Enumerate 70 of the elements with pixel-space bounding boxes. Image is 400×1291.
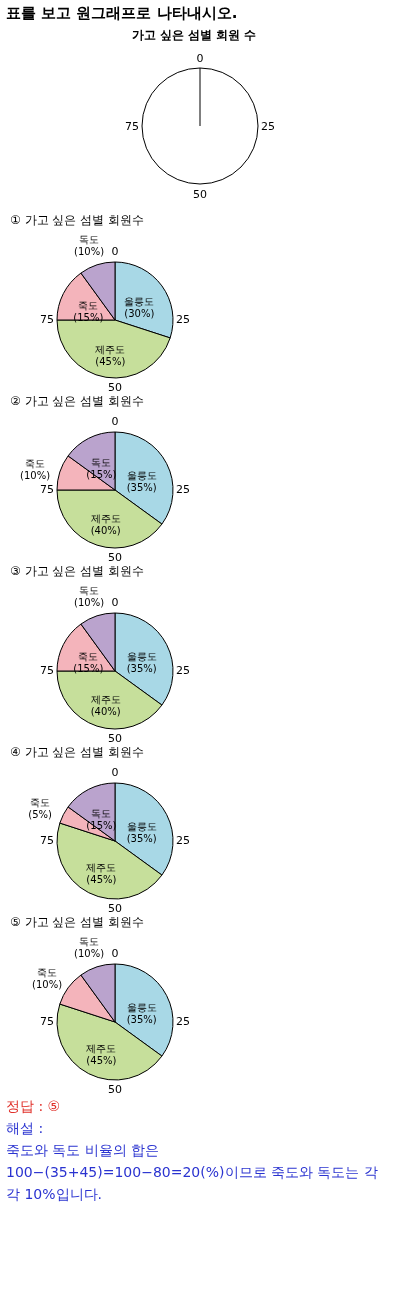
slice-label: 제주도 <box>90 512 121 524</box>
chart-title: ② 가고 싶은 섬별 회원수 <box>10 394 145 408</box>
text: 가고 싶은 섬별 회원 수 <box>130 27 258 44</box>
text: 0 <box>111 947 119 960</box>
slice-label: 죽도 <box>78 300 99 312</box>
slice-label: 울릉도 <box>126 1002 157 1014</box>
data-label: (30%) <box>124 308 155 320</box>
slice-label: 제주도 <box>90 693 121 705</box>
slice-label: 죽도 <box>78 651 99 663</box>
text: 0 <box>111 415 119 428</box>
chart-title: ③ 가고 싶은 섬별 회원수 <box>10 564 145 579</box>
slice-label: 죽도 <box>30 796 51 808</box>
text: 75 <box>40 834 54 847</box>
slice-label: 울릉도 <box>124 296 155 308</box>
data-label: (10%) <box>32 978 63 990</box>
text: 0 <box>111 766 119 779</box>
text: 표를 보고 원그래프로 나타내시오. <box>6 4 239 23</box>
data-label: (35%) <box>126 833 157 845</box>
text: 0 <box>111 596 119 609</box>
data-label: (10%) <box>74 948 105 960</box>
text: 75 <box>125 120 139 133</box>
chart-title: ⑤ 가고 싶은 섬별 회원수 <box>10 915 145 930</box>
data-label: (40%) <box>90 524 121 536</box>
text: 죽도와 독도 비율의 합은 100−(35+45)=100−80=20(%)이므로 죽도와 독도는 각각 10%입니다. <box>6 1141 379 1204</box>
data-label: (10%) <box>20 470 51 482</box>
text: 50 <box>108 381 122 394</box>
slice-label: 독도 <box>91 457 112 469</box>
data-label: (45%) <box>86 1054 117 1066</box>
text: 50 <box>193 188 207 201</box>
text: 75 <box>40 1015 54 1028</box>
data-label: (45%) <box>86 873 117 885</box>
chart-title: ④ 가고 싶은 섬별 회원수 <box>10 745 145 759</box>
text: 0 <box>196 52 204 65</box>
data-label: (35%) <box>126 1014 157 1026</box>
slice-label: 죽도 <box>37 966 58 978</box>
text: 25 <box>176 834 190 847</box>
text: 75 <box>40 664 54 677</box>
slice-label: 울릉도 <box>126 821 157 833</box>
slice-label: 제주도 <box>86 1042 117 1054</box>
text: 해설 : <box>6 1119 45 1138</box>
text: 0 <box>111 245 119 258</box>
data-label: (35%) <box>126 482 157 494</box>
slice-label: 제주도 <box>86 861 117 873</box>
data-label: (5%) <box>28 808 53 820</box>
text: 정답 : ⑤ <box>6 1097 62 1116</box>
text: 50 <box>108 551 122 564</box>
slice-label: 울릉도 <box>126 651 157 663</box>
slice-label: 울릉도 <box>126 470 157 482</box>
data-label: (10%) <box>74 597 105 609</box>
data-label: (10%) <box>74 246 105 258</box>
text: 25 <box>176 664 190 677</box>
text: 50 <box>108 1083 122 1096</box>
text: 50 <box>108 902 122 915</box>
slice-label: 독도 <box>79 936 100 948</box>
text: 75 <box>40 313 54 326</box>
slice-label: 독도 <box>79 234 100 246</box>
slice-label: 독도 <box>91 808 112 820</box>
text: 25 <box>261 120 275 133</box>
slice-label: 죽도 <box>25 458 46 470</box>
text: 25 <box>176 483 190 496</box>
text: 75 <box>40 483 54 496</box>
text: 25 <box>176 1015 190 1028</box>
slice-label: 제주도 <box>95 343 126 355</box>
text: 25 <box>176 313 190 326</box>
data-label: (40%) <box>90 705 121 717</box>
data-label: (35%) <box>126 663 157 675</box>
data-label: (45%) <box>95 355 126 367</box>
chart-title: ① 가고 싶은 섬별 회원수 <box>10 213 145 228</box>
text: 50 <box>108 732 122 745</box>
slice-label: 독도 <box>79 585 100 597</box>
